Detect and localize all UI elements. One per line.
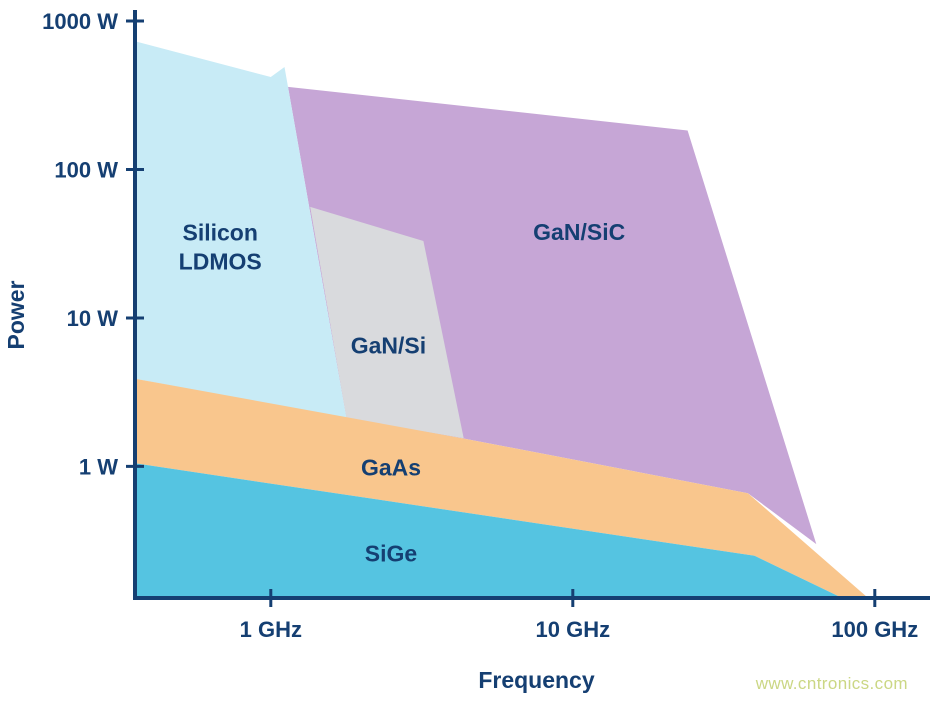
- region-label-gan-si: GaN/Si: [351, 333, 426, 359]
- y-tick-label-1-w: 1 W: [79, 454, 118, 479]
- watermark: www.cntronics.com: [755, 674, 908, 693]
- x-tick-label-100-ghz: 100 GHz: [831, 617, 918, 642]
- x-tick-label-10-ghz: 10 GHz: [536, 617, 611, 642]
- y-tick-label-100-w: 100 W: [54, 158, 118, 183]
- region-label-gaas: GaAs: [361, 455, 421, 481]
- y-tick-label-1000-w: 1000 W: [42, 9, 118, 34]
- region-label-silicon-ldmos-1: Silicon: [182, 220, 257, 246]
- region-label-sige: SiGe: [365, 540, 417, 566]
- region-sige: [135, 463, 843, 598]
- region-label-gan-sic: GaN/SiC: [533, 219, 625, 245]
- chart-labels: GaN/SiC GaN/Si Silicon LDMOS GaAs SiGe 1 W 10 W…: [3, 9, 918, 693]
- region-gaas: [135, 378, 869, 598]
- region-label-silicon-ldmos-2: LDMOS: [179, 249, 262, 275]
- y-tick-label-10-w: 10 W: [67, 306, 119, 331]
- chart-regions: [135, 41, 869, 598]
- region-silicon-ldmos: [135, 41, 347, 419]
- y-axis-title: Power: [3, 280, 29, 349]
- x-tick-label-1-ghz: 1 GHz: [240, 617, 302, 642]
- chart-axes: [126, 10, 930, 607]
- x-axis-title: Frequency: [478, 667, 595, 693]
- region-gan-si: [310, 206, 464, 439]
